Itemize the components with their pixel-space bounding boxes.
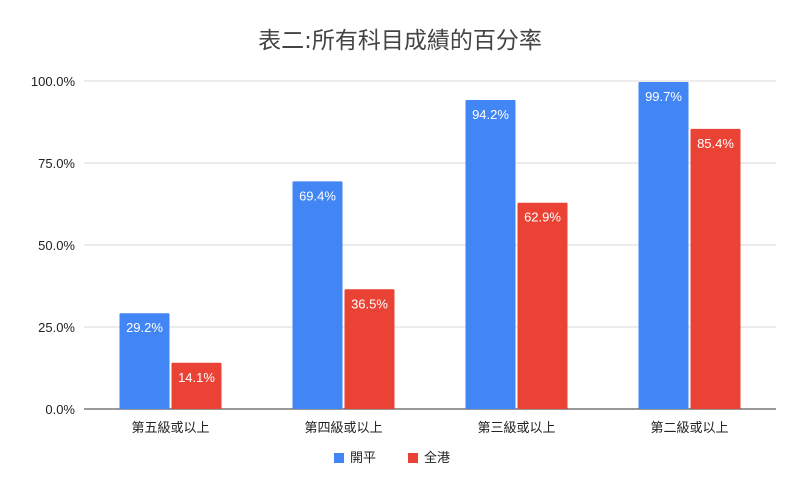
- y-tick-label: 25.0%: [38, 320, 75, 335]
- bars: [119, 81, 741, 410]
- data-label: 99.7%: [645, 89, 682, 104]
- legend: 開平 全港: [334, 450, 450, 466]
- data-labels: 29.2% 14.1% 69.4% 36.5% 94.2% 62.9% 99.7% 85.4%: [126, 89, 734, 385]
- legend-swatch: [334, 453, 344, 463]
- data-label: 69.4%: [299, 188, 336, 203]
- x-category-label: 第五級或以上: [131, 421, 209, 436]
- y-tick-label: 0.0%: [45, 402, 75, 417]
- x-category-label: 第二級或以上: [650, 421, 728, 436]
- bar-kaiping: [638, 81, 689, 409]
- bar-hongkong: [171, 362, 222, 409]
- legend-swatch: [408, 453, 418, 463]
- data-label: 62.9%: [524, 210, 561, 225]
- legend-label: 開平: [350, 451, 376, 466]
- legend-label: 全港: [424, 450, 450, 466]
- x-axis-categories: 第五級或以上 第四級或以上 第三級或以上 第二級或以上: [131, 421, 728, 436]
- data-label: 29.2%: [126, 320, 163, 335]
- x-category-label: 第四級或以上: [304, 421, 382, 436]
- y-tick-label: 50.0%: [38, 238, 75, 253]
- data-label: 94.2%: [472, 107, 509, 122]
- y-tick-label: 100.0%: [31, 74, 76, 89]
- bar-kaiping: [292, 181, 343, 409]
- chart-title: 表二:所有科目成績的百分率: [258, 28, 542, 54]
- bar-hongkong: [517, 202, 568, 409]
- data-label: 85.4%: [697, 136, 734, 151]
- y-axis-ticks: 0.0% 25.0% 50.0% 75.0% 100.0%: [31, 74, 76, 417]
- bar-hongkong: [690, 128, 741, 409]
- data-label: 14.1%: [178, 370, 215, 385]
- y-tick-label: 75.0%: [38, 156, 75, 171]
- x-category-label: 第三級或以上: [477, 421, 555, 436]
- bar-kaiping: [465, 100, 516, 410]
- bar-hongkong: [344, 289, 395, 409]
- data-label: 36.5%: [351, 296, 388, 311]
- bar-kaiping: [119, 313, 170, 409]
